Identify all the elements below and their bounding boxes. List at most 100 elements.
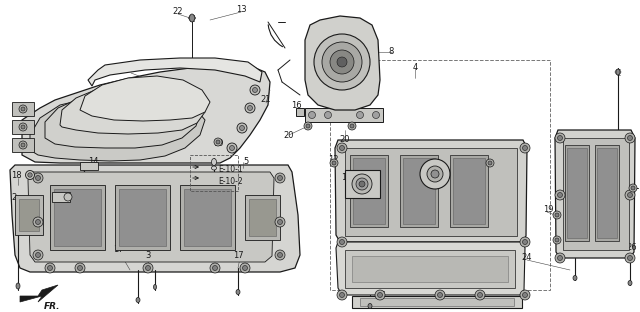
Polygon shape <box>555 130 635 258</box>
Ellipse shape <box>625 190 635 200</box>
Ellipse shape <box>35 220 40 225</box>
Ellipse shape <box>486 159 494 167</box>
Ellipse shape <box>372 111 380 119</box>
Ellipse shape <box>520 143 530 153</box>
Bar <box>190 155 238 191</box>
Ellipse shape <box>33 217 43 227</box>
Ellipse shape <box>627 193 632 197</box>
Text: 25: 25 <box>619 150 630 159</box>
Text: 18: 18 <box>11 170 21 179</box>
Ellipse shape <box>304 122 312 130</box>
Ellipse shape <box>332 161 336 165</box>
Ellipse shape <box>245 103 255 113</box>
Text: 14: 14 <box>88 158 99 167</box>
Ellipse shape <box>555 190 565 200</box>
Ellipse shape <box>522 293 527 298</box>
Text: 12: 12 <box>328 155 339 164</box>
Ellipse shape <box>438 293 442 298</box>
Ellipse shape <box>555 253 565 263</box>
Bar <box>450 155 488 227</box>
Text: 24: 24 <box>522 253 532 262</box>
Bar <box>595 145 619 241</box>
Ellipse shape <box>239 125 244 130</box>
Bar <box>345 170 380 198</box>
Ellipse shape <box>278 175 282 181</box>
Ellipse shape <box>573 275 577 280</box>
Ellipse shape <box>337 290 347 300</box>
Ellipse shape <box>625 253 635 263</box>
Bar <box>80 162 98 170</box>
Bar <box>184 189 231 246</box>
Text: E-10-2: E-10-2 <box>218 178 243 187</box>
Text: 17: 17 <box>113 246 124 255</box>
Bar <box>330 60 550 290</box>
Text: 16: 16 <box>291 100 301 110</box>
Text: 21: 21 <box>260 95 271 105</box>
Bar <box>597 148 617 238</box>
Ellipse shape <box>477 293 483 298</box>
Ellipse shape <box>306 124 310 128</box>
Text: 12: 12 <box>487 155 497 164</box>
Ellipse shape <box>275 250 285 260</box>
Ellipse shape <box>420 159 450 189</box>
Text: 9: 9 <box>370 115 375 124</box>
Ellipse shape <box>64 193 72 201</box>
Ellipse shape <box>75 263 85 273</box>
Ellipse shape <box>21 125 25 129</box>
Ellipse shape <box>21 143 25 147</box>
Ellipse shape <box>35 175 40 181</box>
Ellipse shape <box>47 266 52 271</box>
Text: 5: 5 <box>243 158 248 167</box>
Ellipse shape <box>237 123 247 133</box>
Bar <box>180 185 235 250</box>
Ellipse shape <box>314 34 370 90</box>
Bar <box>403 158 435 224</box>
Ellipse shape <box>627 256 632 261</box>
Bar <box>12 120 34 134</box>
Ellipse shape <box>337 237 347 247</box>
Ellipse shape <box>210 263 220 273</box>
Ellipse shape <box>337 57 347 67</box>
Bar <box>119 189 166 246</box>
Ellipse shape <box>243 266 248 271</box>
Polygon shape <box>28 172 274 262</box>
Ellipse shape <box>227 143 237 153</box>
Ellipse shape <box>212 266 218 271</box>
Ellipse shape <box>19 123 27 131</box>
Polygon shape <box>20 285 58 302</box>
Polygon shape <box>305 16 380 110</box>
Bar <box>563 138 629 250</box>
Ellipse shape <box>143 263 153 273</box>
Ellipse shape <box>230 145 234 150</box>
Polygon shape <box>22 65 270 163</box>
Ellipse shape <box>555 133 565 143</box>
Bar <box>352 296 522 308</box>
Bar <box>345 250 515 288</box>
Bar <box>360 298 514 306</box>
Bar <box>353 158 385 224</box>
Text: 10: 10 <box>340 173 351 183</box>
Ellipse shape <box>337 143 347 153</box>
Ellipse shape <box>348 122 356 130</box>
Ellipse shape <box>375 290 385 300</box>
Bar <box>567 148 587 238</box>
Text: 15: 15 <box>50 191 60 199</box>
Bar <box>453 158 485 224</box>
Ellipse shape <box>240 263 250 273</box>
Bar <box>54 189 101 246</box>
Ellipse shape <box>275 217 285 227</box>
Text: 13: 13 <box>236 6 246 14</box>
Bar <box>19 199 39 231</box>
Ellipse shape <box>145 266 150 271</box>
Polygon shape <box>60 84 205 134</box>
Text: 11: 11 <box>432 168 442 177</box>
Ellipse shape <box>356 111 364 119</box>
Ellipse shape <box>250 85 260 95</box>
Ellipse shape <box>625 133 635 143</box>
Ellipse shape <box>136 298 140 303</box>
Ellipse shape <box>211 158 216 165</box>
Ellipse shape <box>616 69 620 75</box>
Ellipse shape <box>154 285 157 290</box>
Ellipse shape <box>520 290 530 300</box>
Bar <box>305 108 383 122</box>
